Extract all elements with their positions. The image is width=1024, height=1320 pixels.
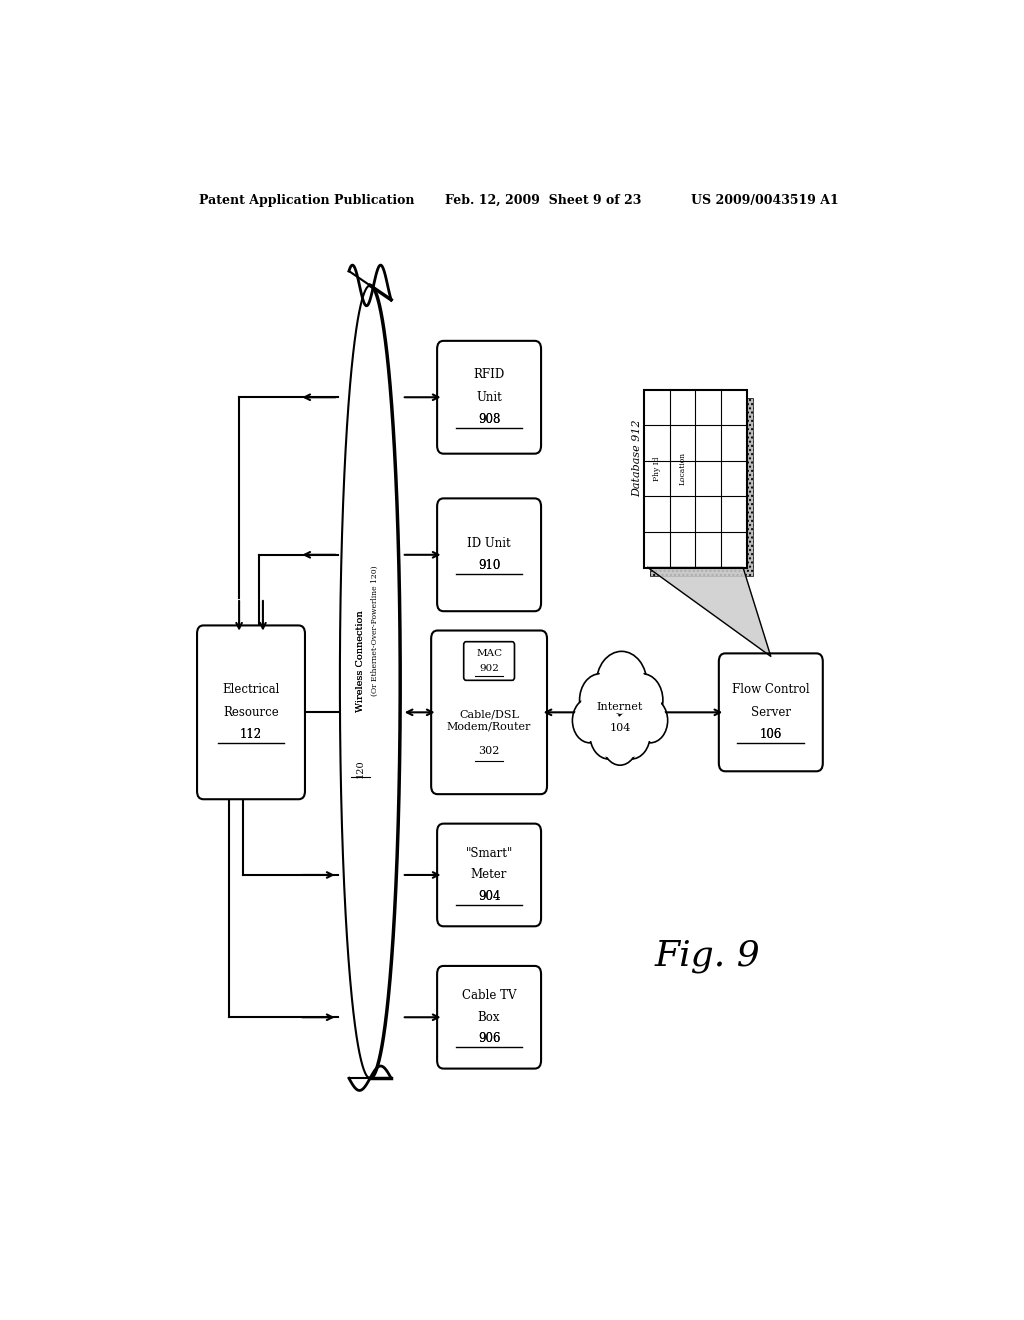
Text: Unit: Unit <box>476 391 502 404</box>
Text: 904: 904 <box>478 890 501 903</box>
Text: Cable TV: Cable TV <box>462 989 516 1002</box>
Text: "Smart": "Smart" <box>466 847 513 859</box>
Text: 906: 906 <box>478 1032 501 1045</box>
Polygon shape <box>648 568 771 656</box>
Text: Server: Server <box>751 706 791 719</box>
Circle shape <box>580 673 621 726</box>
Text: Box: Box <box>478 1011 501 1024</box>
Text: Database 912: Database 912 <box>633 420 642 498</box>
Circle shape <box>582 676 620 725</box>
Text: Cable/DSL
Modem/Router: Cable/DSL Modem/Router <box>446 710 531 731</box>
Text: 902: 902 <box>479 664 499 673</box>
Text: 906: 906 <box>478 1032 501 1045</box>
Circle shape <box>622 673 663 726</box>
Circle shape <box>634 700 667 741</box>
FancyBboxPatch shape <box>437 824 541 927</box>
Text: Meter: Meter <box>471 869 507 882</box>
Text: 112: 112 <box>240 729 262 742</box>
Circle shape <box>633 698 668 743</box>
Circle shape <box>572 698 607 743</box>
FancyBboxPatch shape <box>437 341 541 454</box>
FancyBboxPatch shape <box>464 642 514 680</box>
Circle shape <box>613 713 648 758</box>
FancyBboxPatch shape <box>644 389 746 568</box>
FancyBboxPatch shape <box>719 653 823 771</box>
Text: 104: 104 <box>609 722 631 733</box>
Circle shape <box>592 713 627 758</box>
Circle shape <box>590 710 628 759</box>
Text: Wireless Connection: Wireless Connection <box>356 611 365 713</box>
Text: 106: 106 <box>760 729 782 742</box>
Text: Resource: Resource <box>223 706 279 719</box>
Text: (Or Ethernet-Over-Powerline 120): (Or Ethernet-Over-Powerline 120) <box>371 566 379 697</box>
Text: 908: 908 <box>478 413 501 426</box>
Text: ID Unit: ID Unit <box>467 537 511 550</box>
Text: Location: Location <box>679 451 686 484</box>
Text: Flow Control: Flow Control <box>732 684 810 697</box>
Circle shape <box>598 653 645 714</box>
Text: 910: 910 <box>478 560 501 573</box>
Circle shape <box>624 676 662 725</box>
Text: Feb. 12, 2009  Sheet 9 of 23: Feb. 12, 2009 Sheet 9 of 23 <box>445 194 642 207</box>
FancyBboxPatch shape <box>650 397 754 576</box>
Text: Internet: Internet <box>597 702 643 713</box>
Text: 908: 908 <box>478 413 501 426</box>
Text: Patent Application Publication: Patent Application Publication <box>200 194 415 207</box>
Text: Fig. 9: Fig. 9 <box>654 940 760 973</box>
FancyBboxPatch shape <box>431 631 547 795</box>
Circle shape <box>612 710 650 759</box>
Circle shape <box>604 722 636 763</box>
Text: 910: 910 <box>478 560 501 573</box>
Text: Phy Id: Phy Id <box>652 457 660 480</box>
Text: Electrical: Electrical <box>222 684 280 697</box>
Text: RFID: RFID <box>473 368 505 381</box>
FancyBboxPatch shape <box>437 499 541 611</box>
Text: 112: 112 <box>240 729 262 742</box>
Text: 904: 904 <box>478 890 501 903</box>
Text: 120: 120 <box>356 759 365 777</box>
Text: 302: 302 <box>478 746 500 756</box>
Text: US 2009/0043519 A1: US 2009/0043519 A1 <box>691 194 840 207</box>
Circle shape <box>596 651 647 717</box>
Circle shape <box>573 700 606 741</box>
Text: Wireless Connection: Wireless Connection <box>356 611 365 713</box>
FancyBboxPatch shape <box>437 966 541 1069</box>
Text: 106: 106 <box>760 729 782 742</box>
Text: MAC: MAC <box>476 649 502 659</box>
FancyBboxPatch shape <box>197 626 305 799</box>
Circle shape <box>602 721 638 766</box>
